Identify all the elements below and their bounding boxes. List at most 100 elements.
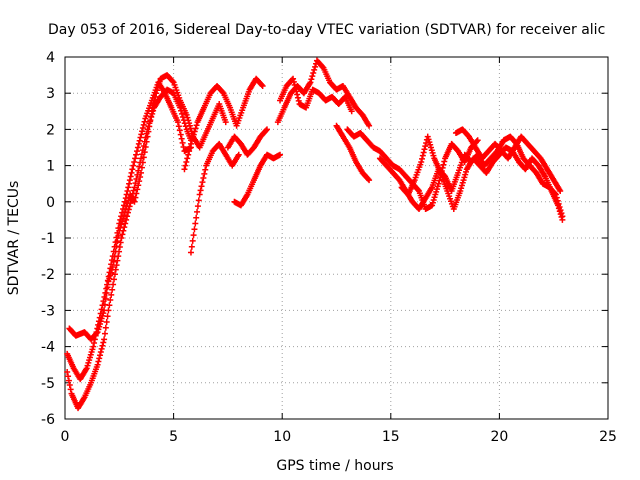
series-track-8 xyxy=(274,57,373,129)
data-point-marker xyxy=(134,171,141,178)
data-point-marker xyxy=(418,158,425,165)
data-point-marker xyxy=(108,261,115,268)
data-point-marker xyxy=(121,198,128,205)
data-point-marker xyxy=(555,205,562,212)
x-tick-label: 5 xyxy=(169,429,178,445)
data-point-marker xyxy=(277,151,284,158)
data-point-marker xyxy=(141,138,148,145)
series-track-9 xyxy=(277,75,355,115)
data-point-marker xyxy=(185,151,192,158)
data-point-marker xyxy=(175,123,182,130)
data-point-marker xyxy=(310,70,317,77)
data-point-marker xyxy=(111,243,118,250)
data-point-marker xyxy=(235,151,242,158)
data-point-marker xyxy=(189,237,196,244)
data-point-marker xyxy=(133,176,140,183)
data-point-marker xyxy=(127,173,134,180)
data-point-marker xyxy=(140,154,147,161)
data-point-marker xyxy=(104,277,111,284)
y-tick-label: 2 xyxy=(46,122,55,138)
data-point-marker xyxy=(189,134,196,141)
axis-ticks xyxy=(64,56,609,420)
data-point-marker xyxy=(124,209,131,216)
series-track-10 xyxy=(333,122,373,184)
data-point-marker xyxy=(144,126,151,133)
x-tick-label: 25 xyxy=(599,429,617,445)
data-point-marker xyxy=(130,162,137,169)
data-point-marker xyxy=(108,257,115,264)
x-tick-label: 20 xyxy=(490,429,508,445)
data-point-marker xyxy=(294,91,301,98)
data-point-marker xyxy=(474,137,481,144)
data-point-marker xyxy=(129,193,136,200)
data-point-marker xyxy=(366,122,373,129)
data-point-marker xyxy=(97,349,104,356)
data-point-marker xyxy=(109,253,116,260)
data-point-marker xyxy=(108,291,115,298)
data-point-marker xyxy=(419,152,426,159)
data-point-marker xyxy=(126,203,133,210)
data-point-marker xyxy=(104,281,111,288)
data-point-marker xyxy=(128,169,135,176)
x-tick-label: 15 xyxy=(382,429,400,445)
data-point-marker xyxy=(125,206,132,213)
data-point-marker xyxy=(191,226,198,233)
data-point-marker xyxy=(201,170,208,177)
data-point-marker xyxy=(137,134,144,141)
data-point-marker xyxy=(102,289,109,296)
data-point-marker xyxy=(135,167,142,174)
data-point-marker xyxy=(178,135,185,142)
data-point-marker xyxy=(120,202,127,209)
x-tick-labels: 0 5 10 15 20 25 xyxy=(61,429,617,445)
data-point-marker xyxy=(90,343,97,350)
data-point-marker xyxy=(312,63,319,70)
data-point-marker xyxy=(179,139,186,146)
data-point-marker xyxy=(114,229,121,236)
data-point-marker xyxy=(92,332,99,339)
data-point-marker xyxy=(113,234,120,241)
gridlines xyxy=(65,57,608,419)
data-point-marker xyxy=(179,113,186,120)
data-point-marker xyxy=(195,197,202,204)
data-point-marker xyxy=(192,220,199,227)
data-point-marker xyxy=(309,73,316,80)
data-point-marker xyxy=(183,158,190,165)
data-point-marker xyxy=(415,187,422,194)
data-point-marker xyxy=(557,211,564,218)
data-point-marker xyxy=(202,166,209,173)
series-track-4 xyxy=(181,75,266,173)
data-point-marker xyxy=(291,82,298,89)
series-track-14 xyxy=(452,126,564,194)
data-point-marker xyxy=(178,107,185,114)
data-point-marker xyxy=(188,137,195,144)
data-point-marker xyxy=(126,180,133,187)
data-point-marker xyxy=(132,155,139,162)
data-point-marker xyxy=(120,227,127,234)
y-tick-label: -6 xyxy=(41,412,55,428)
data-point-marker xyxy=(105,273,112,280)
data-point-marker xyxy=(180,143,187,150)
data-point-marker xyxy=(177,131,184,138)
data-point-marker xyxy=(103,285,110,292)
data-point-marker xyxy=(194,203,201,210)
data-point-marker xyxy=(107,297,114,304)
data-point-marker xyxy=(194,208,201,215)
data-point-marker xyxy=(199,179,206,186)
data-point-marker xyxy=(99,302,106,309)
x-tick-label: 0 xyxy=(61,429,70,445)
data-point-marker xyxy=(107,265,114,272)
data-point-marker xyxy=(110,248,117,255)
x-axis-label: GPS time / hours xyxy=(276,458,393,474)
data-point-marker xyxy=(555,202,562,209)
data-point-marker xyxy=(138,151,145,158)
data-point-marker xyxy=(124,213,131,220)
data-point-marker xyxy=(219,89,226,96)
data-point-marker xyxy=(441,158,448,165)
data-point-marker xyxy=(96,314,103,321)
data-point-marker xyxy=(263,127,270,134)
data-point-marker xyxy=(308,76,315,83)
data-point-marker xyxy=(131,184,138,191)
data-point-marker xyxy=(112,239,119,246)
data-point-marker xyxy=(293,88,300,95)
